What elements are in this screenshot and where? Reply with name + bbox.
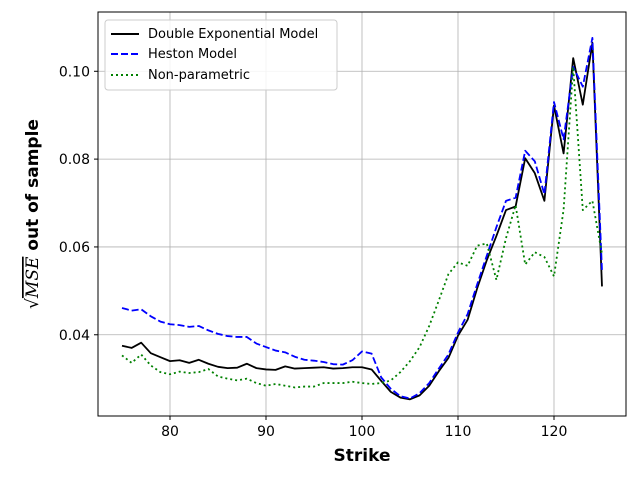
x-tick-label: 120 <box>541 424 568 440</box>
y-tick-label: 0.08 <box>59 152 90 168</box>
y-axis-label-math: MSE <box>23 256 43 299</box>
x-tick-label: 90 <box>257 424 275 440</box>
series-lines <box>121 37 603 401</box>
y-tick-label: 0.06 <box>59 240 90 256</box>
axis-ticks: 80 90 100 110 120 0.04 0.06 0.08 0.10 <box>59 64 568 440</box>
svg-text:√MSE out of sample: √MSE out of sample <box>23 119 43 309</box>
legend-label-heston: Heston Model <box>148 47 237 62</box>
x-tick-label: 100 <box>349 424 376 440</box>
legend-label-double-exponential: Double Exponential Model <box>148 27 318 42</box>
legend-box <box>104 19 338 91</box>
x-axis-label: Strike <box>334 446 391 466</box>
y-axis-label-sqrt: √ <box>23 298 43 309</box>
y-axis-label-text: out of sample <box>23 119 43 257</box>
legend: Double Exponential Model Heston Model No… <box>104 19 338 91</box>
x-tick-label: 110 <box>445 424 472 440</box>
y-tick-label: 0.10 <box>59 64 90 80</box>
x-tick-label: 80 <box>161 424 179 440</box>
series-line-heston <box>121 37 603 400</box>
legend-label-non-parametric: Non-parametric <box>148 68 250 83</box>
series-line-double-exponential <box>121 41 603 401</box>
y-tick-label: 0.04 <box>59 328 90 344</box>
y-axis-label: √MSE out of sample <box>23 119 43 309</box>
